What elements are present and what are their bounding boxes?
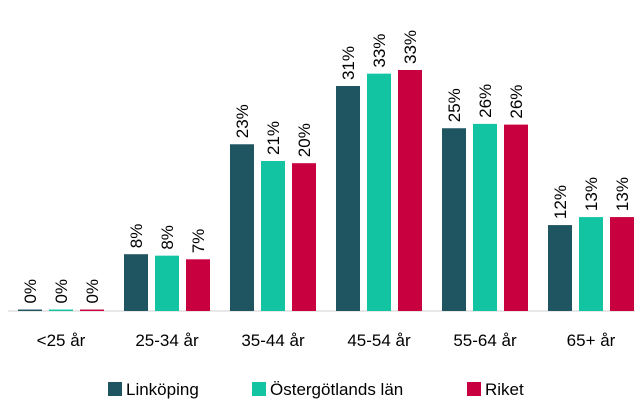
bar xyxy=(124,254,148,311)
value-label: 7% xyxy=(189,229,208,254)
value-label: 33% xyxy=(370,34,389,68)
x-tick-label: 65+ år xyxy=(567,331,616,350)
legend-label: Östergötlands län xyxy=(270,380,403,399)
legend-swatch xyxy=(252,382,266,396)
bar xyxy=(473,123,497,311)
bar xyxy=(155,255,179,311)
bar xyxy=(442,128,466,311)
bar xyxy=(186,259,210,311)
x-tick-label: 25-34 år xyxy=(135,331,199,350)
value-label: 8% xyxy=(127,224,146,249)
value-label: 12% xyxy=(551,185,570,219)
x-tick-label: 55-64 år xyxy=(453,331,517,350)
x-tick-label: 45-54 år xyxy=(347,331,411,350)
bar xyxy=(49,309,73,311)
value-label: 31% xyxy=(339,46,358,80)
value-label: 26% xyxy=(476,84,495,118)
value-label: 0% xyxy=(83,279,102,304)
value-label: 8% xyxy=(158,225,177,250)
bar xyxy=(230,144,254,311)
value-label: 33% xyxy=(401,30,420,64)
x-tick-label: <25 år xyxy=(37,331,86,350)
value-label: 21% xyxy=(264,121,283,155)
value-label: 25% xyxy=(445,88,464,122)
value-label: 13% xyxy=(613,177,632,211)
bar xyxy=(367,73,391,312)
value-label: 20% xyxy=(295,123,314,157)
bar xyxy=(292,163,316,311)
value-label: 26% xyxy=(507,85,526,119)
value-label: 0% xyxy=(21,279,40,304)
legend-label: Linköping xyxy=(126,380,199,399)
bar xyxy=(579,217,603,311)
legend-label: Riket xyxy=(485,380,524,399)
value-label: 13% xyxy=(582,177,601,211)
bar xyxy=(336,86,360,311)
value-label: 23% xyxy=(233,104,252,138)
bar xyxy=(80,309,104,311)
legend-swatch xyxy=(108,382,122,396)
x-tick-label: 35-44 år xyxy=(241,331,305,350)
bar xyxy=(610,217,634,311)
bar xyxy=(548,225,572,311)
bar xyxy=(398,70,422,311)
bar xyxy=(504,124,528,311)
bar xyxy=(261,161,285,311)
value-label: 0% xyxy=(52,279,71,304)
bar xyxy=(18,309,42,311)
legend-swatch xyxy=(467,382,481,396)
